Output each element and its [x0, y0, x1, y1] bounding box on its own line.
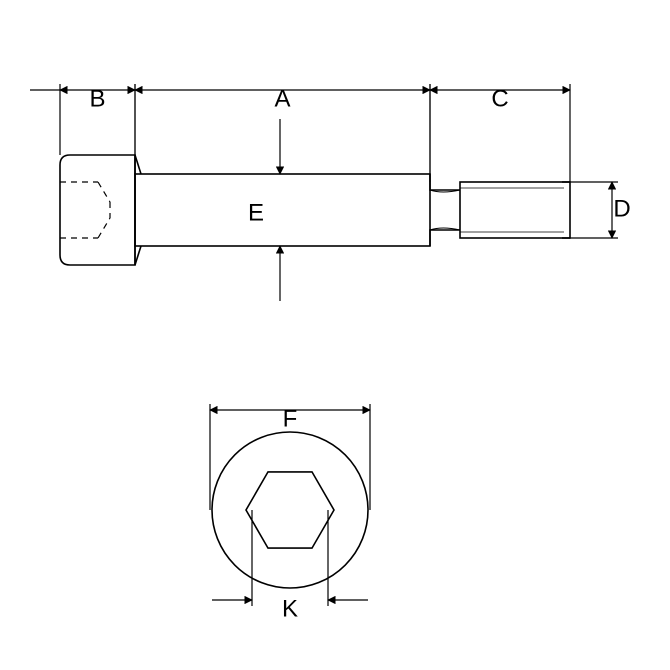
dim-label-A: A [274, 85, 290, 112]
hex-socket [246, 472, 334, 548]
shoulder-screw-diagram: B A C D E F K [0, 0, 670, 670]
dim-label-E: E [248, 199, 264, 226]
dim-label-D: D [613, 195, 630, 222]
dim-label-F: F [283, 405, 298, 432]
dim-label-C: C [491, 85, 508, 112]
screw-head [60, 155, 135, 265]
screw-thread [460, 182, 570, 238]
dim-label-K: K [282, 595, 298, 622]
dim-label-B: B [89, 85, 105, 112]
screw-shoulder [135, 174, 430, 246]
screw-neck [430, 174, 460, 246]
head-front-circle [212, 432, 368, 588]
